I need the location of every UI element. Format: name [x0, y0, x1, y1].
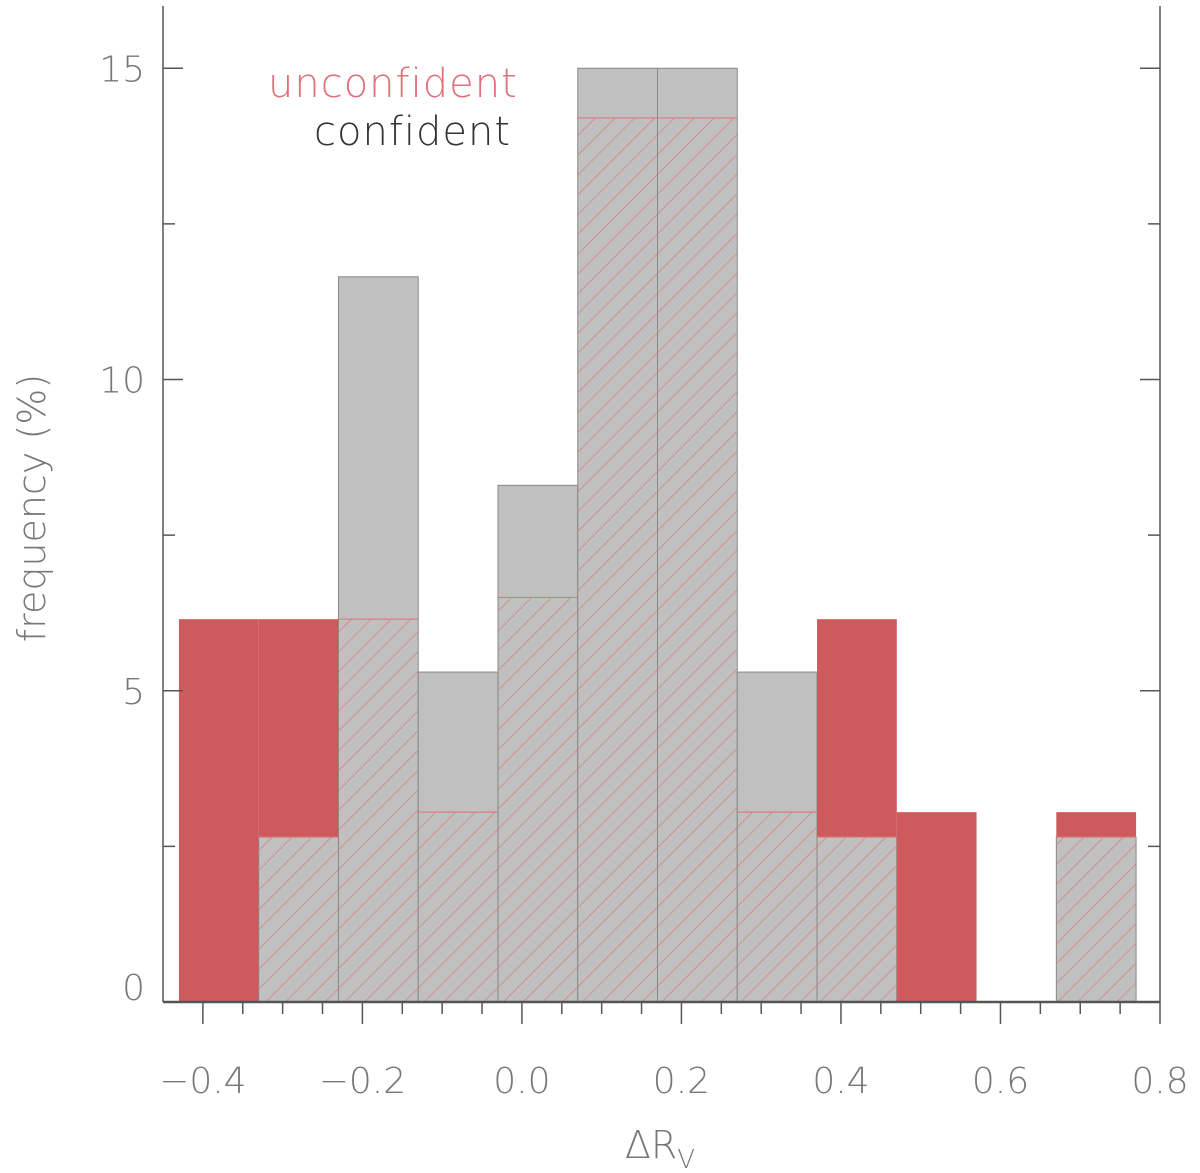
- unconfident-bar: [178, 619, 259, 1002]
- bars-layer: [178, 67, 1137, 1003]
- hatched-overlap-bar: [497, 597, 578, 1002]
- hatched-overlap-bar: [1056, 837, 1137, 1002]
- hatched-overlap-bar: [737, 812, 818, 1002]
- legend-unconfident: unconfident: [268, 61, 518, 107]
- y-tick-label: 5: [122, 672, 145, 713]
- tick-labels-layer: −0.4 −0.2 0.0 0.2 0.4 0.6 0.8 0 5 10 15: [99, 49, 1188, 1102]
- x-tick-label: 0.0: [493, 1061, 550, 1102]
- hatched-overlap-bar: [418, 812, 498, 1002]
- x-tick-label: −0.4: [159, 1061, 246, 1102]
- y-axis-title: frequency (%): [10, 374, 54, 642]
- x-tick-label: 0.8: [1131, 1061, 1188, 1102]
- hatched-overlap-bar: [657, 118, 738, 1003]
- hatched-overlap-bar: [817, 837, 897, 1002]
- y-tick-label: 15: [99, 49, 145, 90]
- hatched-overlap-bar: [258, 837, 339, 1002]
- legend-confident: confident: [314, 109, 511, 155]
- hatched-overlap-bar: [577, 118, 658, 1003]
- x-tick-label: 0.4: [812, 1061, 869, 1102]
- x-axis-title: ΔRV: [625, 1123, 695, 1173]
- hatched-overlap-bar: [338, 619, 419, 1002]
- x-tick-label: 0.2: [653, 1061, 710, 1102]
- x-axis-title-main: ΔR: [625, 1123, 677, 1167]
- y-tick-label: 0: [122, 968, 145, 1009]
- axes-layer: [162, 6, 1161, 1004]
- x-tick-label: 0.6: [972, 1061, 1029, 1102]
- x-tick-label: −0.2: [319, 1061, 406, 1102]
- ticks-layer: [163, 67, 1161, 1024]
- x-axis-title-subscript: V: [677, 1145, 695, 1173]
- y-tick-label: 10: [99, 361, 145, 402]
- unconfident-bar: [896, 812, 977, 1002]
